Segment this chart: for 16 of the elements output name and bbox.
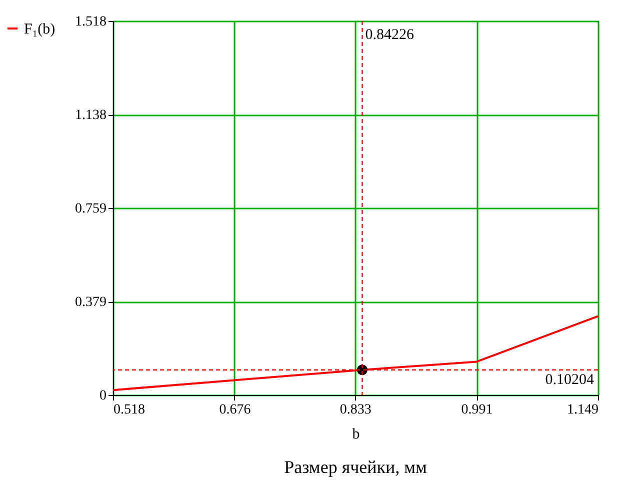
x-tick-label: 0.833 <box>340 402 372 418</box>
x-tick-label: 0.991 <box>461 402 493 418</box>
x-tick-label: 0.518 <box>114 402 145 418</box>
y-tick-label: 1.138 <box>75 108 106 124</box>
y-tick-label: 0 <box>100 388 106 404</box>
line-series <box>112 315 599 392</box>
y-tick-label: 0.759 <box>75 202 106 216</box>
x-tick-label: 0.676 <box>219 402 251 418</box>
x-tick-label: 1.149 <box>567 402 598 418</box>
ref-line-label: 0.10204 <box>545 372 594 388</box>
text: Размер ячейки, мм <box>284 457 427 477</box>
ref-line-label: 0.84226 <box>365 27 414 43</box>
y-tick-label: 0.379 <box>75 295 106 310</box>
x-axis-title: b <box>352 426 360 442</box>
legend-label: F₁(b) <box>24 22 56 38</box>
y-tick-label: 1.518 <box>75 14 106 30</box>
